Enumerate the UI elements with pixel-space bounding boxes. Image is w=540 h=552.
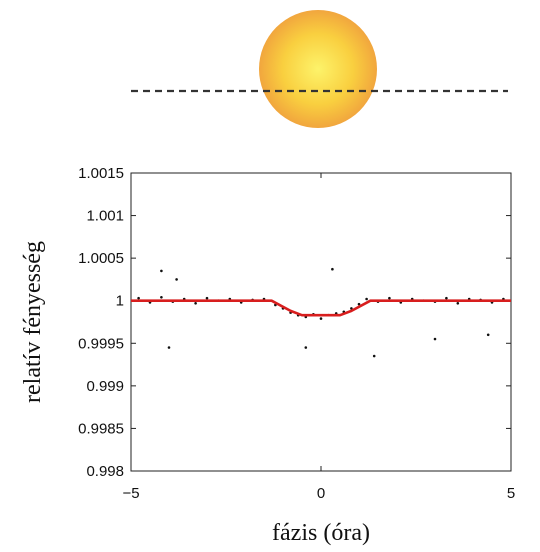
data-point: [331, 267, 334, 271]
y-tick-label: 0.998: [86, 463, 124, 480]
data-point: [160, 269, 163, 273]
data-point: [167, 346, 171, 349]
data-point: [350, 307, 353, 310]
y-tick-label: 1: [116, 293, 124, 310]
x-tick-label: 0: [317, 485, 325, 502]
y-axis: 0.998 0.9985 0.999 0.9995 1 1.0005 1.001 1.0015: [78, 165, 511, 480]
y-tick-label: 1.001: [86, 208, 124, 225]
data-point: [456, 301, 460, 305]
star-disk: [259, 10, 377, 128]
data-point: [304, 346, 308, 349]
data-point: [137, 296, 140, 300]
y-tick-label: 0.9995: [78, 335, 124, 352]
data-point: [365, 297, 368, 301]
y-tick-label: 0.999: [86, 378, 124, 395]
y-tick-label: 0.9985: [78, 420, 124, 437]
transit-illustration: [131, 10, 508, 128]
data-point: [445, 296, 448, 300]
light-curve-plot: 0.998 0.9985 0.999 0.9995 1 1.0005 1.001 1.0015…: [78, 165, 515, 502]
data-point: [194, 301, 197, 305]
data-point: [175, 278, 178, 281]
data-point: [388, 296, 391, 300]
data-point: [433, 337, 437, 341]
y-axis-label: relatív fényesség: [20, 241, 46, 403]
x-tick-label: −5: [122, 485, 139, 502]
x-tick-label: 5: [507, 485, 515, 502]
y-tick-label: 1.0015: [78, 165, 124, 182]
data-point: [486, 333, 490, 337]
data-points: [137, 267, 505, 358]
data-point: [205, 296, 209, 300]
data-point: [357, 302, 361, 306]
fit-line: [131, 299, 511, 317]
data-point: [319, 317, 323, 320]
plot-frame: [130, 172, 512, 472]
data-point: [160, 296, 163, 299]
x-axis-label: fázis (óra): [272, 520, 370, 546]
y-tick-label: 1.0005: [78, 250, 124, 267]
data-point: [372, 354, 376, 358]
x-axis: −5 0 5: [122, 173, 515, 502]
model-fit: [131, 299, 511, 317]
